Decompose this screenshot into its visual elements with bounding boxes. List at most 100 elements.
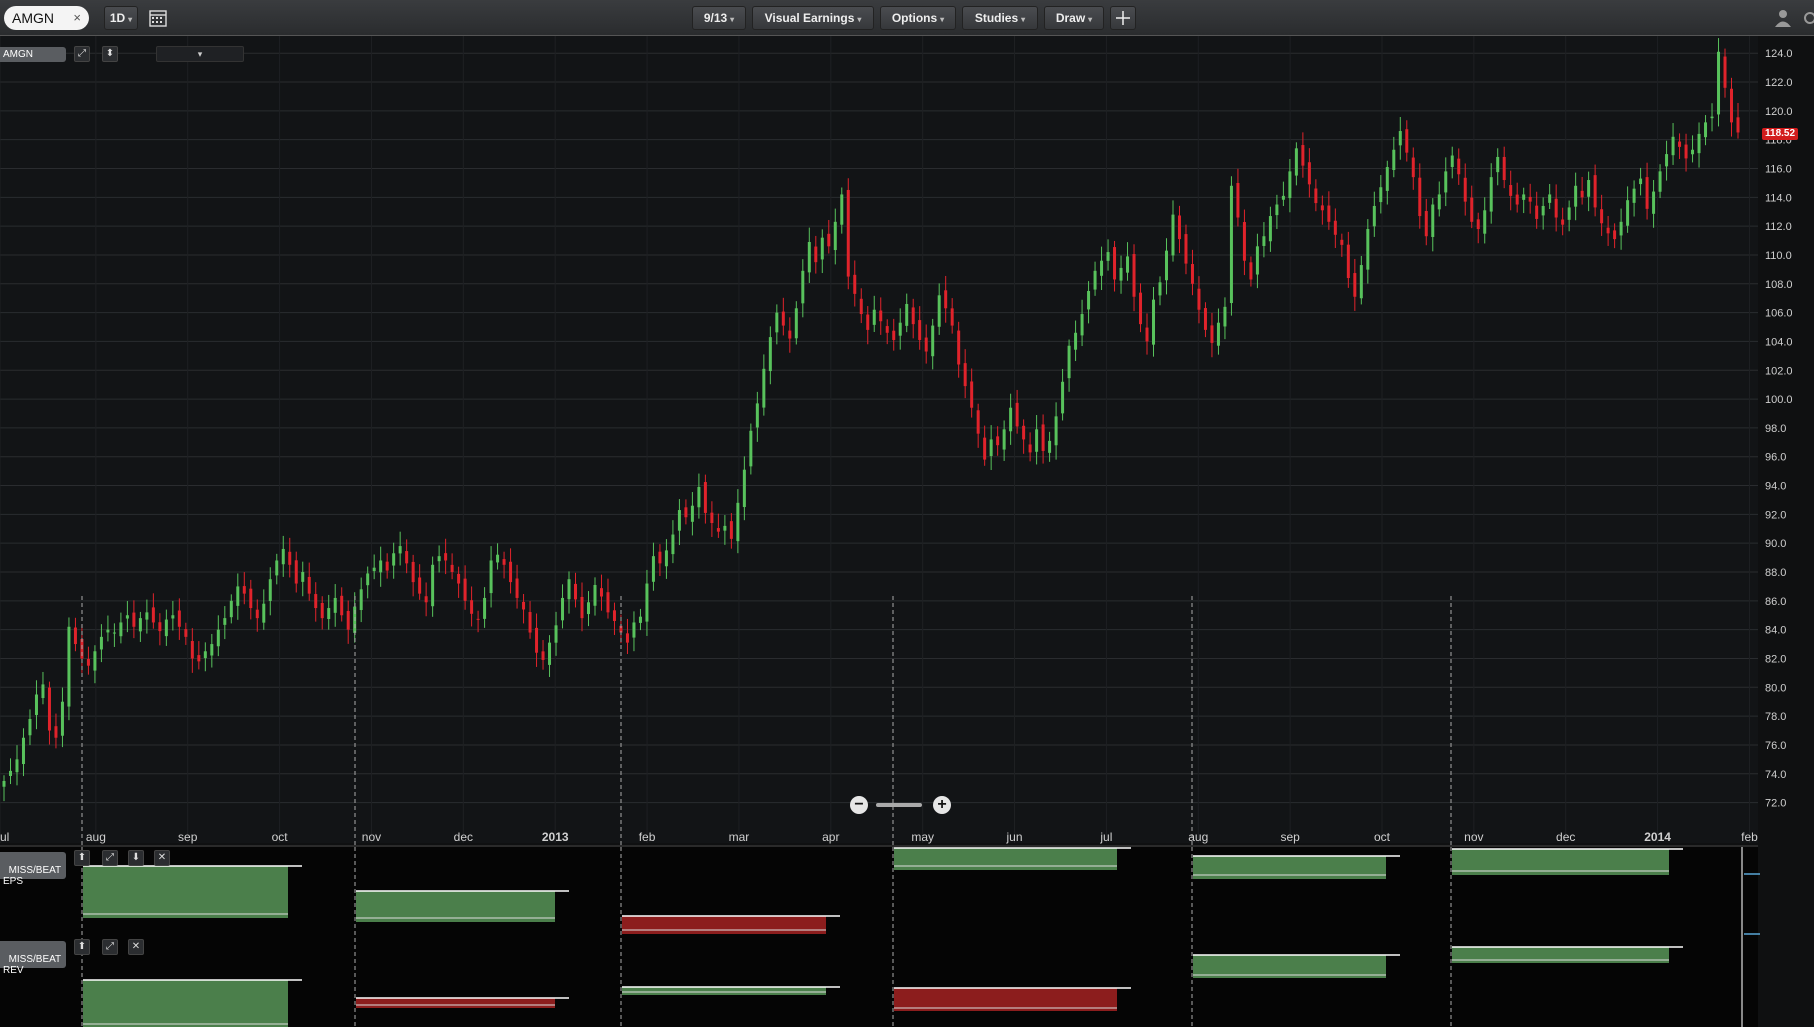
close-icon[interactable]: × [73, 10, 81, 25]
candle-body [15, 759, 19, 773]
crosshair-button[interactable] [1110, 6, 1136, 30]
y-tick-label: 122.0 [1765, 77, 1793, 89]
date-dropdown[interactable]: 9/13 ▾ [692, 6, 746, 30]
candle-body [21, 737, 25, 765]
candle-body [1307, 162, 1311, 185]
y-tick-label: 94.0 [1765, 481, 1786, 493]
x-tick-label: 2013 [542, 830, 569, 844]
rev-up-button[interactable]: ⬆ [74, 939, 90, 955]
candle-body [1450, 155, 1454, 168]
candle-body [242, 586, 246, 594]
candle-body [489, 560, 493, 594]
candle-body [164, 619, 168, 637]
zoom-in-button[interactable]: + [933, 796, 951, 814]
candle-body [1392, 149, 1396, 171]
y-tick-label: 108.0 [1765, 279, 1793, 291]
y-tick-label: 124.0 [1765, 48, 1793, 60]
x-tick-label: jul [1099, 830, 1112, 844]
y-tick-label: 120.0 [1765, 106, 1793, 118]
candle-body [911, 307, 915, 325]
zoom-out-button[interactable]: − [850, 796, 868, 814]
eps-down-button[interactable]: ⬇ [128, 850, 144, 866]
caret-icon: ▾ [1021, 15, 1026, 24]
candle-body [314, 594, 318, 609]
candle-body [658, 551, 662, 564]
candle-body [1470, 197, 1474, 222]
move-button[interactable]: ⬍ [102, 46, 118, 62]
symbol-input[interactable]: AMGN × [4, 6, 89, 30]
candle-body [820, 237, 824, 260]
candle-body [405, 551, 409, 564]
candle-body [1229, 185, 1233, 304]
y-tick-label: 80.0 [1765, 682, 1786, 694]
rev-close-button[interactable]: ✕ [128, 939, 144, 955]
candle-body [1496, 156, 1500, 173]
options-dropdown[interactable]: Options ▾ [880, 6, 956, 30]
x-tick-label: apr [822, 830, 839, 844]
candle-body [1294, 148, 1298, 176]
eps-expand-button[interactable]: ⤢ [102, 850, 118, 866]
candle-body [1119, 267, 1123, 281]
candle-body [1164, 250, 1168, 281]
chart-canvas[interactable]: 124.0122.0120.0118.0116.0114.0112.0110.0… [0, 36, 1814, 1027]
calendar-icon[interactable] [148, 8, 168, 28]
candle-body [1639, 178, 1643, 185]
candle-body [1444, 171, 1448, 193]
candle-body [1424, 211, 1428, 237]
eps-panel-tag: MISS/BEAT EPS [0, 852, 66, 887]
rev-expand-button[interactable]: ⤢ [102, 939, 118, 955]
candle-body [1048, 440, 1052, 453]
candle-body [1489, 177, 1493, 212]
expand-button[interactable]: ⤢ [74, 46, 90, 62]
candle-body [814, 246, 818, 263]
candle-body [483, 597, 487, 619]
rev-panel-label: MISS/BEAT REV [3, 954, 62, 976]
candle-body [158, 622, 162, 632]
candle-body [872, 309, 876, 325]
candle-body [697, 486, 701, 508]
candle-body [548, 642, 552, 665]
candle-body [983, 437, 987, 460]
candle-body [190, 641, 194, 659]
studies-dropdown[interactable]: Studies ▾ [962, 6, 1038, 30]
candle-body [138, 618, 142, 632]
close-icon: ✕ [157, 852, 167, 863]
candle-body [1502, 156, 1506, 181]
candle-body [957, 330, 961, 365]
x-tick-label: oct [1374, 830, 1391, 844]
candle-body [1567, 207, 1571, 220]
candle-body [755, 403, 759, 428]
candle-body [1249, 262, 1253, 280]
x-tick-label: feb [1741, 830, 1758, 844]
candle-body [963, 363, 967, 387]
candle-body [1463, 177, 1467, 202]
candle-body [1522, 194, 1526, 200]
candle-body [1074, 332, 1078, 350]
candle-body [262, 603, 266, 623]
candle-body [294, 560, 298, 584]
visual-earnings-dropdown[interactable]: Visual Earnings ▾ [752, 6, 874, 30]
draw-dropdown[interactable]: Draw ▾ [1044, 6, 1104, 30]
candle-body [255, 609, 259, 619]
candle-body [1619, 221, 1623, 236]
eps-close-button[interactable]: ✕ [154, 850, 170, 866]
expand-icon: ⤢ [106, 941, 114, 952]
candle-body [1327, 205, 1331, 222]
candle-body [586, 602, 590, 615]
candle-body [1431, 204, 1435, 237]
candle-body [1632, 188, 1636, 203]
candle-body [1275, 204, 1279, 216]
gear-icon[interactable] [1800, 8, 1814, 28]
candle-body [794, 308, 798, 339]
panel-dropdown[interactable]: ▾ [156, 46, 244, 62]
candle-body [86, 659, 90, 666]
caret-icon: ▾ [730, 15, 735, 24]
candle-body [1372, 205, 1376, 227]
candle-body [236, 586, 240, 606]
user-icon[interactable] [1774, 8, 1792, 28]
interval-dropdown[interactable]: 1D ▾ [104, 6, 138, 30]
caret-icon: ▾ [857, 15, 862, 24]
eps-up-button[interactable]: ⬆ [74, 850, 90, 866]
candle-body [67, 626, 71, 707]
zoom-slider[interactable] [876, 803, 922, 807]
